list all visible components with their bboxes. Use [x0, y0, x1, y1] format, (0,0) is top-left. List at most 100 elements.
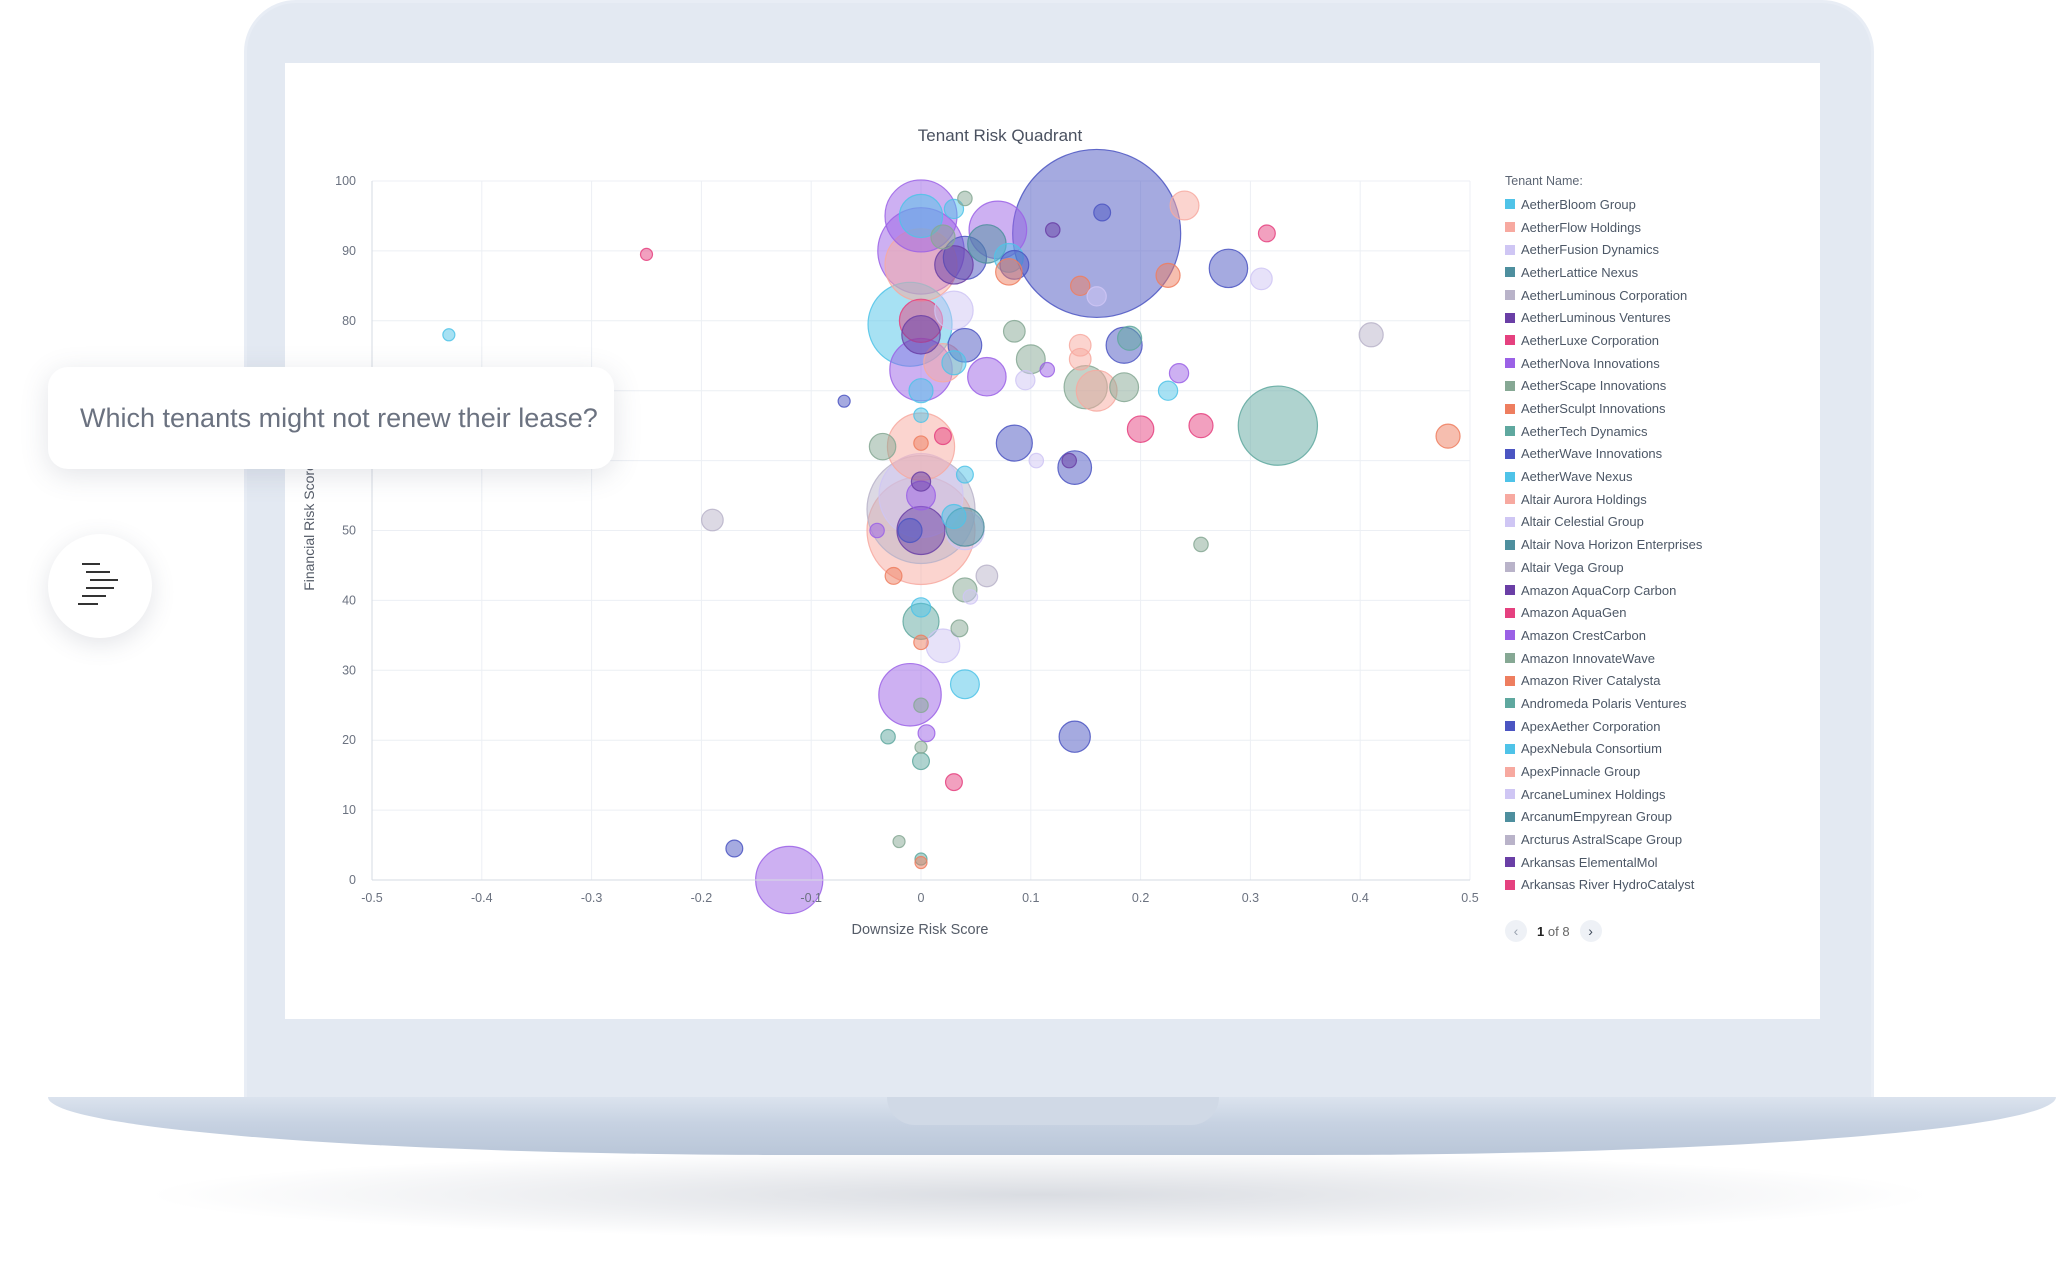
x-tick-label: 0.5 — [1461, 891, 1478, 905]
y-tick-label: 30 — [342, 663, 356, 677]
legend-item[interactable]: ApexNebula Consortium — [1505, 738, 1765, 761]
legend-item[interactable]: Amazon InnovateWave — [1505, 647, 1765, 670]
legend-item[interactable]: AetherLuminous Ventures — [1505, 306, 1765, 329]
legend-item[interactable]: Amazon River Catalysta — [1505, 669, 1765, 692]
data-point — [911, 752, 930, 771]
legend-swatch — [1505, 403, 1515, 414]
legend-item[interactable]: AetherFlow Holdings — [1505, 216, 1765, 239]
legend-swatch — [1505, 585, 1515, 596]
legend-item[interactable]: AetherWave Innovations — [1505, 443, 1765, 466]
legend-label: Amazon River Catalysta — [1521, 673, 1661, 689]
data-point — [1126, 415, 1155, 443]
legend-swatch — [1505, 312, 1515, 323]
legend-item[interactable]: AetherWave Nexus — [1505, 465, 1765, 488]
legend-item[interactable]: Altair Vega Group — [1505, 556, 1765, 579]
legend-item[interactable]: Amazon AquaCorp Carbon — [1505, 579, 1765, 602]
page-indicator: 1 of 8 — [1537, 924, 1570, 939]
data-point — [869, 522, 885, 539]
data-point — [837, 394, 851, 408]
legend-swatch — [1505, 653, 1515, 664]
x-tick-label: 0.3 — [1242, 891, 1259, 905]
data-point — [868, 432, 897, 461]
data-point — [1117, 325, 1143, 351]
legend-item[interactable]: ApexPinnacle Group — [1505, 760, 1765, 783]
y-tick-label: 20 — [342, 733, 356, 747]
question-text: Which tenants might not renew their leas… — [80, 402, 598, 433]
legend-label: Amazon AquaGen — [1521, 605, 1627, 621]
legend-label: AetherNova Innovations — [1521, 355, 1660, 371]
next-page-button[interactable]: › — [1579, 920, 1602, 942]
chart-title: Tenant Risk Quadrant — [918, 126, 1083, 145]
legend-item[interactable]: ArcaneLuminex Holdings — [1505, 783, 1765, 806]
legend-swatch — [1505, 539, 1515, 550]
x-tick-label: -0.4 — [471, 891, 493, 905]
legend-swatch — [1505, 743, 1515, 754]
data-point — [1070, 275, 1091, 297]
data-point — [949, 669, 980, 700]
legend-swatch — [1505, 766, 1515, 777]
legend-item[interactable]: ApexAether Corporation — [1505, 715, 1765, 738]
data-point — [1086, 286, 1107, 307]
legend-item[interactable]: AetherLattice Nexus — [1505, 261, 1765, 284]
legend-swatch — [1505, 857, 1515, 868]
x-tick-label: -0.5 — [361, 891, 383, 905]
legend-item[interactable]: AetherNova Innovations — [1505, 352, 1765, 375]
chevron-left-icon: ‹ — [1513, 923, 1519, 939]
legend-label: AetherLuxe Corporation — [1521, 332, 1660, 348]
x-tick-label: 0 — [918, 891, 925, 905]
x-tick-label: 0.2 — [1132, 891, 1149, 905]
legend-item[interactable]: Arkansas ElementalMol — [1505, 851, 1765, 874]
x-tick-label: -0.3 — [581, 891, 603, 905]
legend-item[interactable]: Amazon CrestCarbon — [1505, 624, 1765, 647]
menu-lines-icon — [78, 563, 118, 605]
data-point — [934, 290, 974, 331]
legend-label: Arkansas River HydroCatalyst — [1521, 877, 1695, 893]
legend-item[interactable]: AetherFusion Dynamics — [1505, 238, 1765, 261]
data-point — [1155, 262, 1181, 288]
legend-item[interactable]: Altair Celestial Group — [1505, 511, 1765, 534]
legend-label: ArcaneLuminex Holdings — [1521, 786, 1666, 802]
data-point — [943, 198, 965, 220]
legend-item[interactable]: Altair Nova Horizon Enterprises — [1505, 533, 1765, 556]
prev-page-button[interactable]: ‹ — [1505, 920, 1527, 942]
data-point — [930, 224, 956, 250]
legend-item[interactable]: AetherLuminous Corporation — [1505, 284, 1765, 307]
laptop-shadow — [140, 1150, 1940, 1240]
data-point — [1358, 322, 1384, 348]
legend-items: AetherBloom Group AetherFlow Holdings Aeth… — [1505, 193, 1765, 896]
legend-label: Altair Nova Horizon Enterprises — [1521, 537, 1703, 553]
legend-item[interactable]: Arkansas River HydroCatalyst — [1505, 874, 1765, 897]
data-point — [1208, 248, 1249, 289]
legend-item[interactable]: Amazon AquaGen — [1505, 601, 1765, 624]
data-point — [950, 619, 969, 638]
legend-item[interactable]: AetherBloom Group — [1505, 193, 1765, 216]
legend-item[interactable]: AetherScape Innovations — [1505, 375, 1765, 398]
legend-swatch — [1505, 516, 1515, 527]
legend-item[interactable]: Altair Aurora Holdings — [1505, 488, 1765, 511]
laptop-screen: -0.5 -0.4 -0.3 -0.2 -0.1 0 0.1 0.2 0.3 0.4 0.5 0 10 2… — [285, 63, 1820, 1019]
y-tick-label: 40 — [342, 593, 356, 607]
y-tick-label: 10 — [342, 803, 356, 817]
legend-item[interactable]: Arcturus AstralScape Group — [1505, 828, 1765, 851]
data-point — [1093, 203, 1112, 222]
assistant-menu-button[interactable] — [48, 534, 152, 638]
legend-label: AetherFusion Dynamics — [1521, 242, 1659, 258]
legend-item[interactable]: AetherTech Dynamics — [1505, 420, 1765, 443]
legend-swatch — [1505, 834, 1515, 845]
data-point — [967, 356, 1007, 397]
data-point — [1435, 423, 1461, 449]
data-point — [941, 503, 967, 530]
legend-label: Altair Celestial Group — [1521, 514, 1644, 530]
legend-item[interactable]: AetherSculpt Innovations — [1505, 397, 1765, 420]
legend-swatch — [1505, 562, 1515, 573]
legend-item[interactable]: Andromeda Polaris Ventures — [1505, 692, 1765, 715]
legend-item[interactable]: ArcanumEmpyrean Group — [1505, 806, 1765, 829]
legend-pagination: ‹ 1 of 8 › — [1505, 920, 1602, 942]
data-point — [880, 728, 896, 745]
x-tick-label: 0.1 — [1022, 891, 1039, 905]
legend-item[interactable]: AetherLuxe Corporation — [1505, 329, 1765, 352]
legend-label: Amazon InnovateWave — [1521, 650, 1655, 666]
y-tick-label: 0 — [349, 873, 356, 887]
data-point — [957, 190, 973, 207]
data-point — [914, 855, 928, 870]
